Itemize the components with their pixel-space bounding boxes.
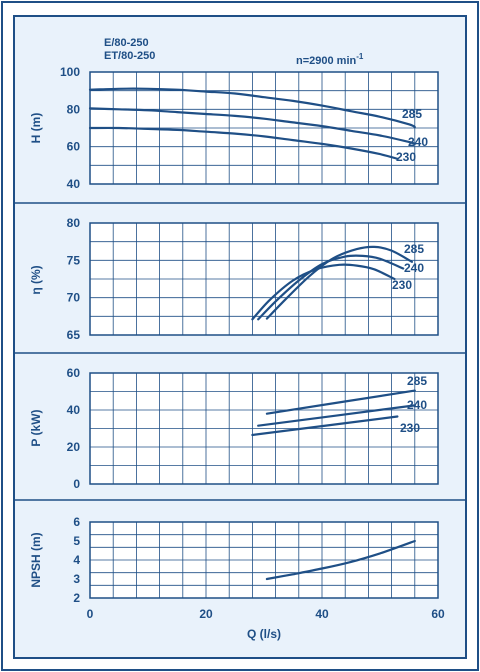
series-line-230 xyxy=(88,126,399,160)
series-label-285: 285 xyxy=(404,242,424,256)
y-axis-label: η (%) xyxy=(29,265,43,294)
series-line-285 xyxy=(265,389,416,415)
model-label-2: ET/80-250 xyxy=(104,50,155,62)
y-tick-label: 5 xyxy=(73,534,80,548)
series-label-230: 230 xyxy=(400,421,420,435)
x-tick-label: 0 xyxy=(87,607,94,621)
series-line-230 xyxy=(251,415,399,437)
y-tick-label: 3 xyxy=(73,572,80,586)
x-axis-label: Q (l/s) xyxy=(247,627,281,641)
series-label-240: 240 xyxy=(407,398,427,412)
series-line-285 xyxy=(88,87,416,129)
series-label-285: 285 xyxy=(402,107,422,121)
y-tick-label: 70 xyxy=(67,291,81,305)
y-tick-label: 2 xyxy=(73,591,80,605)
y-tick-label: 75 xyxy=(67,253,81,267)
series-label-230: 230 xyxy=(396,150,416,164)
y-tick-label: 40 xyxy=(67,177,81,191)
plot-panel-3: 2 3 4 5 6 NPSH (m) 0 20 40 60 Q (l/s) xyxy=(29,515,445,641)
series-line-240 xyxy=(88,107,416,145)
series-label-240: 240 xyxy=(404,261,424,275)
y-axis-label: P (kW) xyxy=(29,409,43,446)
y-tick-label: 0 xyxy=(73,477,80,491)
y-tick-label: 60 xyxy=(67,140,81,154)
y-tick-label: 4 xyxy=(73,553,80,567)
series-label-240: 240 xyxy=(408,135,428,149)
plot-panel-2: 0 20 40 60 P (kW) 285 240 230 xyxy=(29,366,439,491)
y-tick-label: 80 xyxy=(67,216,81,230)
series-line-240 xyxy=(257,254,405,321)
model-label-1: E/80-250 xyxy=(104,37,149,49)
y-tick-label: 40 xyxy=(67,403,81,417)
series-line-npsh xyxy=(265,539,416,581)
series-label-230: 230 xyxy=(392,278,412,292)
y-tick-label: 20 xyxy=(67,440,81,454)
y-axis-label: H (m) xyxy=(29,113,43,144)
y-tick-label: 80 xyxy=(67,102,81,116)
series-line-230 xyxy=(251,263,396,321)
series-line-285 xyxy=(265,245,413,320)
y-tick-label: 65 xyxy=(67,328,81,342)
series-line-240 xyxy=(257,404,416,427)
x-tick-label: 20 xyxy=(199,607,213,621)
series-label-285: 285 xyxy=(407,374,427,388)
speed-label: n=2900 min-1 xyxy=(296,52,364,67)
y-tick-label: 6 xyxy=(73,515,80,529)
plot-panel-1: 65 70 75 80 η (%) 285 240 230 xyxy=(29,216,439,342)
y-tick-label: 100 xyxy=(60,65,80,79)
x-tick-label: 40 xyxy=(315,607,329,621)
y-axis-label: NPSH (m) xyxy=(29,532,43,587)
y-tick-label: 60 xyxy=(67,366,81,380)
x-tick-label: 60 xyxy=(431,607,445,621)
